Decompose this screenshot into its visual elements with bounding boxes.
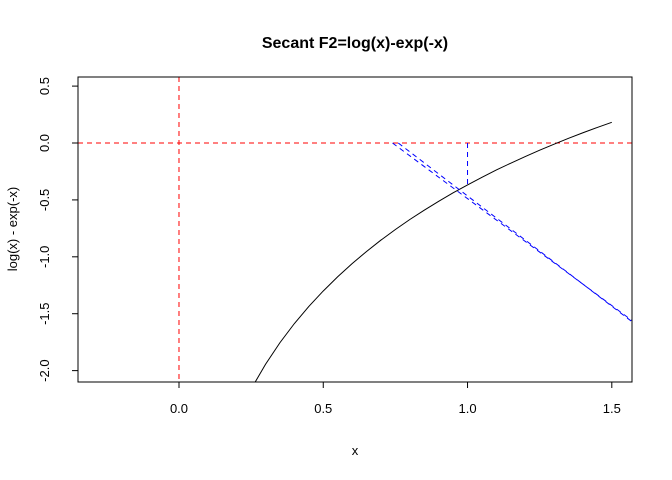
y-tick-label: -1.5	[37, 303, 52, 325]
chart-title: Secant F2=log(x)-exp(-x)	[262, 35, 448, 52]
y-tick-label: 0.5	[37, 77, 52, 95]
x-tick-label: 0.0	[170, 401, 188, 416]
x-tick-label: 1.5	[603, 401, 621, 416]
x-tick-label: 1.0	[458, 401, 476, 416]
y-tick-label: 0.0	[37, 134, 52, 152]
y-tick-label: -2.0	[37, 359, 52, 381]
y-tick-label: -1.0	[37, 246, 52, 268]
x-axis-label: x	[352, 443, 359, 458]
x-tick-label: 0.5	[314, 401, 332, 416]
y-tick-label: -0.5	[37, 189, 52, 211]
plot-frame	[77, 76, 633, 383]
y-axis-label: log(x) - exp(-x)	[5, 187, 20, 272]
x-axis: 0.0 0.5 1.0 1.5	[170, 382, 621, 416]
function-curve	[254, 121, 612, 382]
plot-area	[78, 77, 632, 382]
y-axis: -2.0 -1.5 -1.0 -0.5 0.0 0.5	[37, 77, 78, 382]
secant-line-2	[397, 142, 632, 323]
secant-line-3	[392, 142, 632, 321]
